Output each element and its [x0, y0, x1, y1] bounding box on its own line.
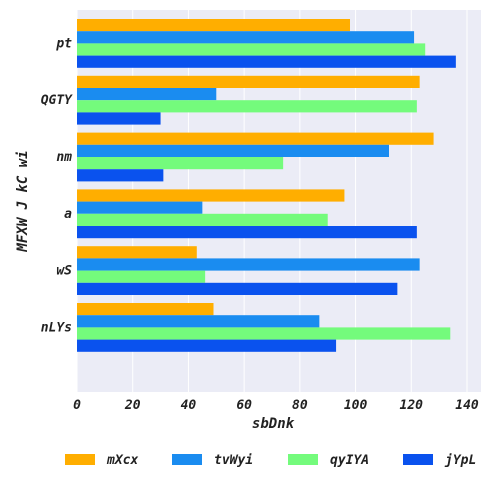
bars-group [77, 19, 456, 352]
bar-qyIYA-a [77, 213, 328, 226]
bar-mXcx-nLYs [77, 303, 214, 316]
bar-qyIYA-pt [77, 43, 426, 56]
bar-qyIYA-nm [77, 157, 284, 170]
bar-tvWyi-QGTY [77, 88, 217, 101]
legend-label-qyIYA: qyIYA [330, 453, 369, 468]
bar-mXcx-QGTY [77, 75, 420, 88]
x-tick-label: 140 [455, 398, 479, 413]
bar-qyIYA-wS [77, 270, 206, 283]
bar-tvWyi-a [77, 201, 203, 214]
bar-jYpL-nm [77, 169, 164, 182]
x-tick-label: 120 [400, 398, 424, 413]
bar-jYpL-wS [77, 282, 398, 295]
y-axis-label: MFXW J kC wi [15, 150, 31, 252]
bar-mXcx-nm [77, 132, 434, 145]
bar-jYpL-nLYs [77, 339, 337, 352]
y-category-label: QGTY [41, 93, 73, 108]
x-tick-label: 100 [344, 398, 368, 413]
bar-tvWyi-nm [77, 144, 389, 157]
legend-swatch-mXcx [65, 454, 95, 465]
legend-label-tvWyi: tvWyi [214, 453, 253, 468]
bar-jYpL-QGTY [77, 112, 161, 125]
x-tick-label: 60 [236, 398, 252, 413]
bar-mXcx-pt [77, 19, 350, 32]
y-category-label: wS [56, 264, 72, 279]
bar-tvWyi-pt [77, 31, 415, 44]
y-category-label: nm [56, 150, 72, 165]
legend-swatch-tvWyi [172, 454, 202, 465]
x-tick-label: 80 [292, 398, 308, 413]
x-axis-label: sbDnk [252, 416, 295, 432]
x-tick-label: 0 [73, 398, 81, 413]
bar-qyIYA-nLYs [77, 327, 451, 340]
y-category-label: nLYs [41, 320, 72, 335]
bar-tvWyi-wS [77, 258, 420, 271]
bar-jYpL-pt [77, 55, 456, 68]
y-category-label: a [64, 207, 72, 222]
y-category-label: pt [55, 36, 72, 51]
bar-qyIYA-QGTY [77, 100, 417, 113]
legend-swatch-qyIYA [288, 454, 318, 465]
x-tick-labels: 0 20 40 60 80 100 120 140 [73, 398, 479, 413]
legend-label-mXcx: mXcx [106, 453, 138, 468]
legend-label-jYpL: jYpL [444, 453, 476, 468]
legend-swatch-jYpL [403, 454, 433, 465]
bar-tvWyi-nLYs [77, 315, 320, 328]
legend: mXcx tvWyi qyIYA jYpL [65, 453, 476, 468]
bar-mXcx-wS [77, 246, 197, 259]
x-tick-label: 40 [181, 398, 197, 413]
bar-jYpL-a [77, 226, 417, 239]
bar-mXcx-a [77, 189, 345, 202]
y-category-labels: pt QGTY nm a wS nLYs [41, 36, 73, 335]
x-tick-label: 20 [124, 398, 141, 413]
